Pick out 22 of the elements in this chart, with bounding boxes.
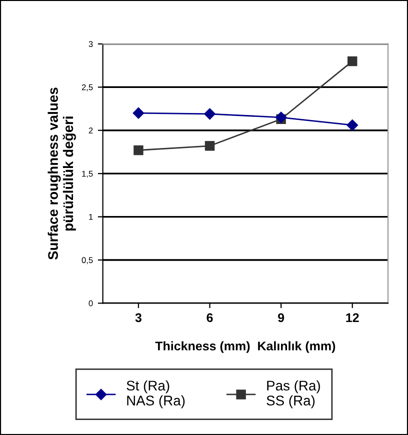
- x-tick-label: 3: [135, 313, 142, 322]
- point: [346, 120, 358, 131]
- x-tick-label: 6: [206, 313, 213, 322]
- point: [134, 145, 144, 156]
- y-tick-label: 2: [88, 128, 93, 134]
- point: [347, 56, 358, 66]
- y-axis-title: Surface roughness values pürüzlülük değeri: [48, 88, 76, 260]
- x-tick-label: 9: [278, 313, 284, 322]
- y-tick-label: 1: [89, 214, 93, 220]
- x-tick-label: 12: [346, 313, 359, 322]
- point: [275, 112, 287, 123]
- y-tick-label: 3: [88, 41, 93, 48]
- x-axis-title: Thickness (mm) Kalınlık (mm): [155, 341, 336, 353]
- y-tick-label: 1,5: [82, 170, 93, 178]
- point: [204, 141, 215, 151]
- legend-label: Pas (Ra) SS (Ra): [266, 380, 320, 408]
- point: [132, 107, 144, 119]
- legend-label: St (Ra) NAS (Ra): [126, 380, 185, 408]
- y-tick-label: 0,5: [82, 257, 93, 264]
- point: [204, 108, 216, 120]
- y-tick-label: 0: [88, 300, 93, 306]
- y-tick-label: 2,5: [82, 84, 93, 92]
